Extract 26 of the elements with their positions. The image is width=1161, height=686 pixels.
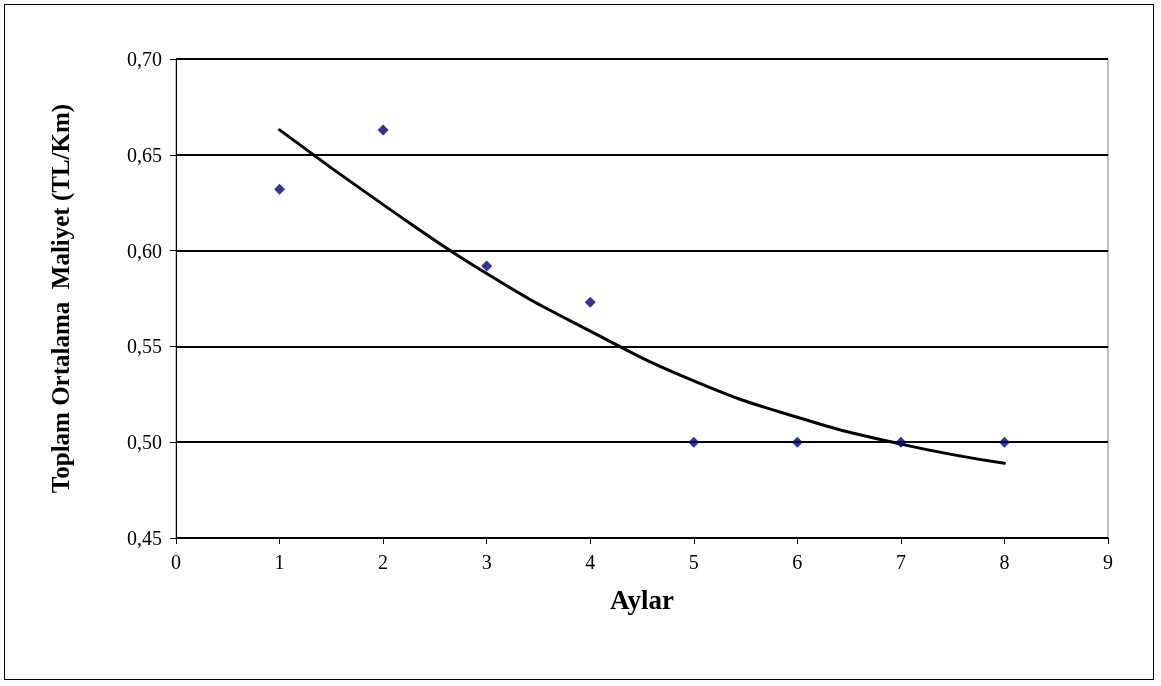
- y-tick-label: 0,60: [127, 239, 162, 262]
- y-tick-label: 0,55: [127, 335, 162, 358]
- point: [998, 436, 1010, 448]
- point: [274, 183, 286, 195]
- point: [791, 436, 803, 448]
- point: [481, 260, 493, 272]
- point: [377, 124, 389, 136]
- x-tick-label: 9: [1103, 551, 1113, 573]
- x-tick-label: 1: [274, 551, 285, 573]
- point: [895, 436, 907, 448]
- y-tick-label: 0,45: [127, 527, 162, 549]
- x-tick-label: 5: [688, 551, 699, 573]
- x-tick-label: 4: [585, 551, 596, 573]
- x-tick-label: 0: [171, 551, 181, 573]
- x-tick-label: 7: [895, 551, 906, 573]
- x-tick-label: 6: [792, 551, 803, 573]
- point: [688, 436, 700, 448]
- y-tick-label: 0,70: [127, 48, 162, 70]
- x-tick-label: 2: [378, 551, 389, 573]
- x-axis-title: Aylar: [610, 584, 674, 615]
- x-tick-label: 3: [481, 551, 492, 573]
- y-tick-label: 0,65: [127, 143, 162, 166]
- x-tick-label: 8: [999, 551, 1010, 573]
- y-tick-label: 0,50: [127, 431, 162, 454]
- point: [584, 296, 596, 308]
- y-axis-title: Toplam Ortalama Maliyet (TL/Km): [47, 103, 75, 494]
